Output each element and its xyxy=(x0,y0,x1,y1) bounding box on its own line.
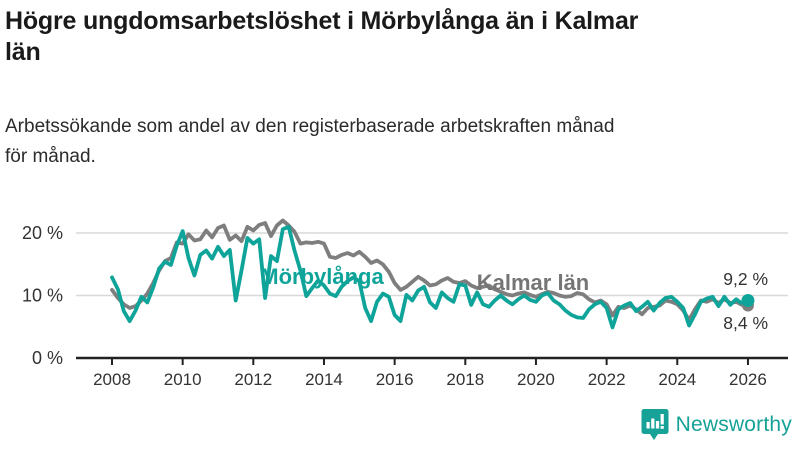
end-value-label-morbylanga: 9,2 % xyxy=(723,269,768,289)
x-axis-label: 2010 xyxy=(164,370,202,389)
logo-exclamation-dot xyxy=(660,426,664,429)
series-end-dot-morbylanga xyxy=(741,294,755,307)
logo-bar-1 xyxy=(646,422,650,429)
x-axis-label: 2018 xyxy=(446,370,484,389)
logo-bar-2 xyxy=(650,418,655,429)
x-axis-label: 2012 xyxy=(234,370,272,389)
page-title-line1: Högre ungdomsarbetslöshet i Mörbylånga ä… xyxy=(5,7,639,35)
chart-subtitle-line2: för månad. xyxy=(5,146,96,167)
y-axis-label: 0 % xyxy=(32,348,63,368)
series-label-morbylanga: Mörbylånga xyxy=(260,264,384,289)
x-axis-label: 2022 xyxy=(588,370,626,389)
x-axis-label: 2008 xyxy=(93,370,131,389)
newsworthy-branding: Newsworthy xyxy=(641,408,792,442)
y-axis-label: 10 % xyxy=(22,286,63,306)
logo-bubble-shape xyxy=(641,409,669,440)
y-axis-label: 20 % xyxy=(22,223,63,243)
x-axis-label: 2020 xyxy=(517,370,555,389)
brand-name: Newsworthy xyxy=(675,413,792,436)
page-title-line2: län xyxy=(5,38,41,66)
x-axis-label: 2014 xyxy=(305,370,343,389)
chart-subtitle-line1: Arbetssökande som andel av den registerb… xyxy=(5,116,615,137)
end-value-label-kalmar-lan: 8,4 % xyxy=(723,313,768,333)
x-axis-label: 2026 xyxy=(729,370,767,389)
chart-subtitle: Arbetssökande som andel av den registerb… xyxy=(5,112,785,172)
series-label-kalmar-lan: Kalmar län xyxy=(477,270,590,295)
page-title: Högre ungdomsarbetslöshet i Mörbylånga ä… xyxy=(5,6,785,68)
x-axis-label: 2024 xyxy=(658,370,696,389)
logo-exclamation-bar xyxy=(660,414,664,425)
series-line-morbylanga xyxy=(110,224,750,330)
x-axis-label: 2016 xyxy=(376,370,414,389)
newsworthy-logo-icon xyxy=(641,409,669,440)
series-line-kalmar-lan xyxy=(110,218,750,322)
logo-bar-3 xyxy=(655,421,659,429)
